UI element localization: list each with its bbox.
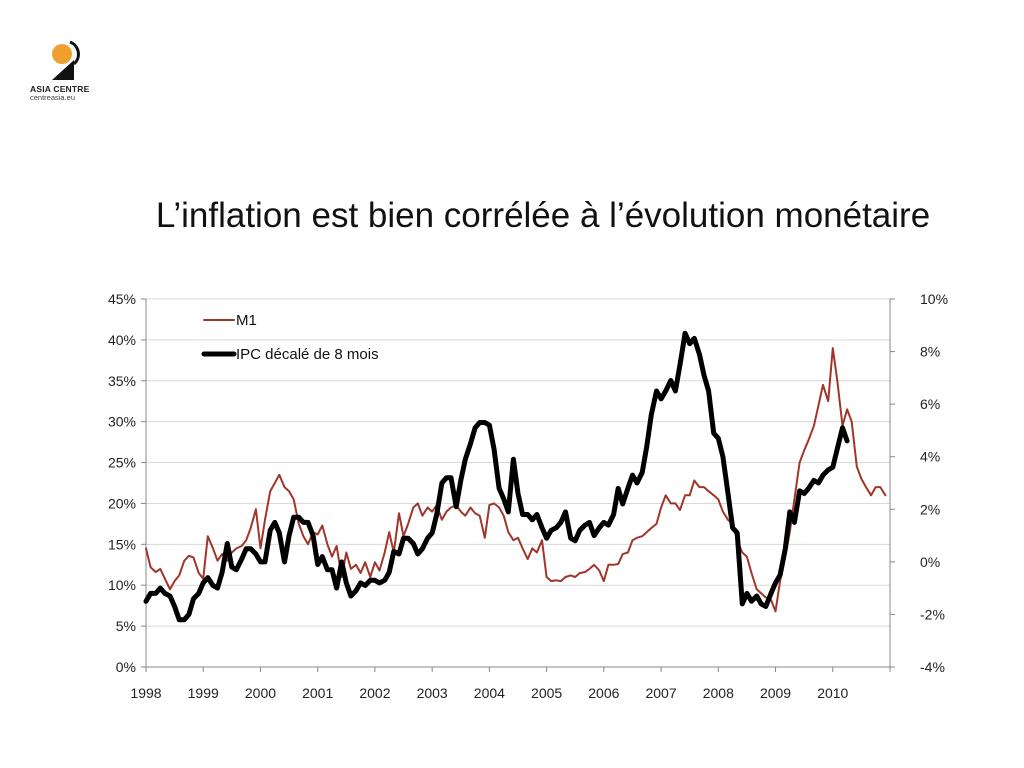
x-axis-tick-label: 2003	[417, 685, 448, 701]
x-axis-tick-labels: 1998 1999 2000 2001 2002 2003 2004 2005 2006 2007…	[130, 685, 848, 701]
legend-label: IPC décalé de 8 mois	[236, 346, 379, 363]
x-axis-tick-label: 2006	[588, 685, 619, 701]
x-axis-tick-label: 2005	[531, 685, 562, 701]
left-axis-tick-label: 15%	[108, 536, 136, 552]
x-axis-tick-label: 2007	[645, 685, 676, 701]
left-axis-tick-label: 30%	[108, 414, 136, 430]
right-axis-tick-label: 10%	[920, 291, 948, 307]
left-axis-tick-label: 40%	[108, 332, 136, 348]
right-axis-tick-label: 0%	[920, 554, 940, 570]
x-axis-tick-label: 2010	[817, 685, 848, 701]
left-axis-tick-label: 45%	[108, 291, 136, 307]
left-axis-tick-label: 0%	[116, 659, 136, 675]
right-axis-tick-label: 8%	[920, 344, 940, 360]
slide-title: L’inflation est bien corrélée à l’évolut…	[155, 196, 931, 235]
x-axis-tick-label: 1998	[130, 685, 161, 701]
right-axis-tick-label: -4%	[920, 659, 945, 675]
right-axis-tick-label: 4%	[920, 449, 940, 465]
series-line-m1	[145, 347, 887, 613]
right-axis-tick-labels: -4% -2% 0% 2% 4% 6% 8% 10%	[920, 291, 948, 675]
legend-label: M1	[236, 312, 257, 329]
logo-brand-text: ASIA CENTRE	[30, 84, 90, 94]
left-axis-tick-labels: 0% 5% 10% 15% 20% 25% 30% 35% 40% 45%	[108, 291, 136, 675]
left-axis-tick-label: 20%	[108, 495, 136, 511]
x-axis-tick-label: 2001	[302, 685, 333, 701]
x-axis-tick-label: 2009	[760, 685, 791, 701]
left-axis-tick-label: 10%	[108, 577, 136, 593]
x-axis-tick-label: 2008	[703, 685, 734, 701]
right-axis-tick-label: 6%	[920, 396, 940, 412]
left-axis-tick-label: 35%	[108, 373, 136, 389]
chart-legend: M1 IPC décalé de 8 mois	[190, 312, 430, 366]
series-line-ipc	[143, 330, 850, 623]
left-axis-tick-label: 5%	[116, 618, 136, 634]
logo-url-text: centreasia.eu	[30, 93, 76, 102]
right-axis-tick-label: -2%	[920, 606, 945, 622]
x-axis-tick-label: 1999	[188, 685, 219, 701]
x-axis-tick-label: 2002	[359, 685, 390, 701]
x-axis-tick-label: 2000	[245, 685, 276, 701]
logo-emblem-icon	[52, 40, 80, 80]
asia-centre-logo: ASIA CENTRE centreasia.eu	[30, 36, 130, 106]
chart-axes	[141, 298, 895, 672]
x-axis-tick-label: 2004	[474, 685, 505, 701]
right-axis-tick-label: 2%	[920, 501, 940, 517]
series-lines	[143, 330, 887, 623]
left-axis-tick-label: 25%	[108, 455, 136, 471]
